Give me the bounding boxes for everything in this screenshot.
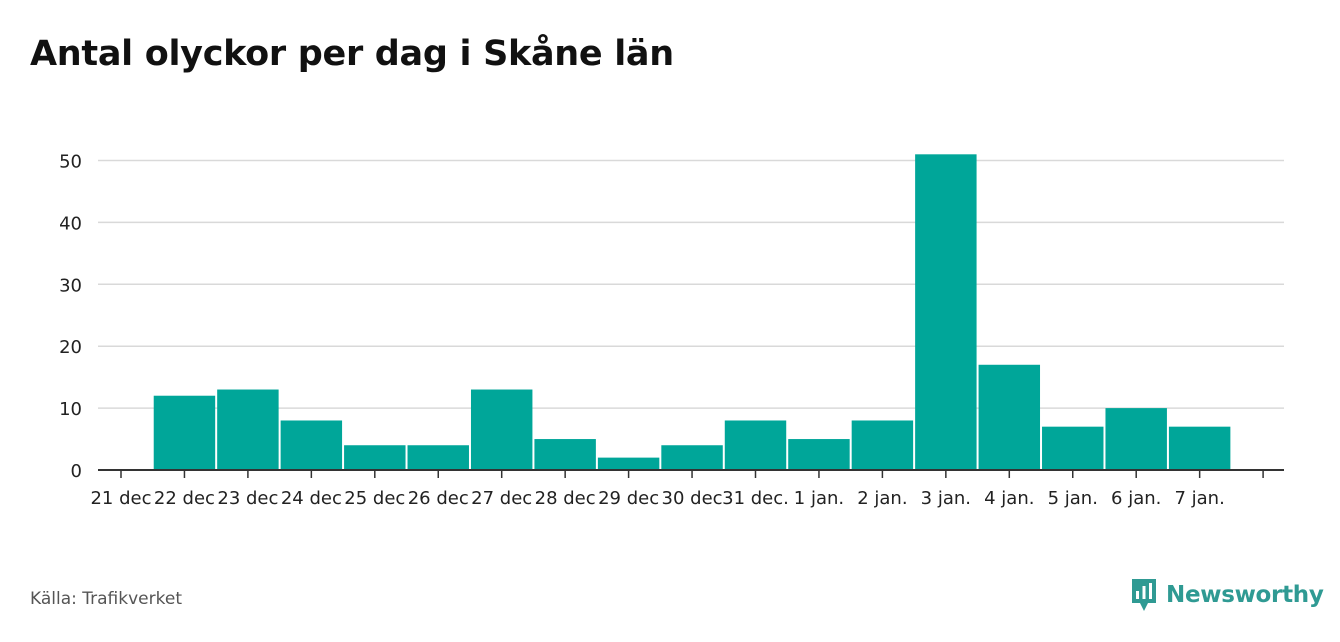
bar [534,439,596,470]
y-tick-label: 10 [59,399,82,420]
bar-chart: 0 10 20 30 40 50 21 dec 22 dec 23 dec 24 dec 25 d… [59,152,1284,509]
brand-logo[interactable]: Newsworthy [1130,576,1324,614]
bar [788,439,850,470]
bar [915,154,977,470]
brand-name: Newsworthy [1166,582,1324,608]
bar [978,364,1041,470]
bar [724,420,787,470]
y-tick-label: 40 [59,213,82,234]
x-axis [98,469,1284,478]
gridlines [98,159,1284,409]
bar [597,457,660,470]
x-tick-label: 29 dec [598,488,659,509]
x-tick-label: 31 dec. [722,488,789,509]
bar [153,395,216,470]
x-tick-label: 30 dec [662,488,723,509]
bar [661,445,723,470]
y-axis-labels: 0 10 20 30 40 50 [59,152,82,483]
x-tick-label: 26 dec [408,488,469,509]
x-tick-label: 3 jan. [921,488,971,509]
x-tick-label: 22 dec [154,488,215,509]
x-tick-label: 25 dec [344,488,405,509]
source-note: Källa: Trafikverket [30,589,182,609]
x-tick-label: 28 dec [535,488,596,509]
x-tick-label: 4 jan. [984,488,1034,509]
bar [470,389,533,470]
x-tick-label: 6 jan. [1111,488,1161,509]
newsworthy-logo-icon [1132,579,1156,611]
bar [851,420,914,470]
x-tick-label: 27 dec [471,488,532,509]
chart-title: Antal olyckor per dag i Skåne län [30,34,674,74]
x-tick-label: 5 jan. [1048,488,1098,509]
bar [280,420,343,470]
y-tick-label: 0 [71,461,82,482]
bars [153,154,1231,470]
y-tick-label: 20 [59,337,82,358]
x-tick-label: 2 jan. [857,488,907,509]
bar [1168,426,1231,470]
x-tick-label: 24 dec [281,488,342,509]
y-tick-label: 50 [59,152,82,173]
y-tick-label: 30 [59,275,82,296]
bar [1042,426,1104,470]
bar [407,445,469,470]
x-tick-label: 23 dec [217,488,278,509]
x-tick-label: 1 jan. [794,488,844,509]
bar [344,445,406,470]
x-axis-labels: 21 dec 22 dec 23 dec 24 dec 25 dec 26 dec 27 d… [90,488,1224,509]
x-tick-label: 7 jan. [1174,488,1224,509]
bar [217,389,279,470]
x-tick-label: 21 dec [90,488,151,509]
bar [1105,408,1167,470]
